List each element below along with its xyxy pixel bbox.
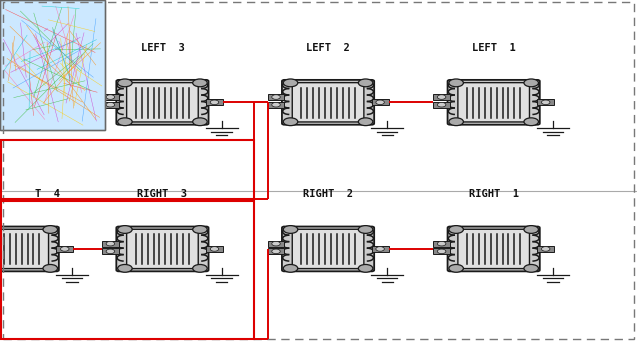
Text: T  4: T 4 [35,190,61,199]
Circle shape [43,265,57,272]
Circle shape [541,100,550,105]
Bar [0,0,105,130]
Circle shape [449,226,464,233]
Bar [371,99,389,105]
Circle shape [272,102,280,107]
Bar [268,94,285,100]
Circle shape [272,249,280,254]
Circle shape [376,100,384,105]
Bar [433,102,450,108]
Bar [1,201,254,339]
Circle shape [438,249,446,254]
Bar [102,241,119,247]
Circle shape [358,226,373,233]
FancyBboxPatch shape [448,80,540,125]
Circle shape [524,118,538,125]
Circle shape [106,249,115,254]
FancyBboxPatch shape [0,229,48,269]
Circle shape [376,247,384,251]
Bar [268,248,285,254]
Circle shape [61,247,69,251]
Circle shape [449,79,464,87]
Circle shape [210,100,218,105]
Circle shape [118,118,132,125]
FancyBboxPatch shape [0,226,59,271]
Circle shape [193,79,207,87]
Text: RIGHT  2: RIGHT 2 [303,190,353,199]
Bar [102,94,119,100]
FancyBboxPatch shape [292,229,364,269]
Circle shape [438,102,446,107]
Circle shape [272,95,280,99]
Circle shape [358,118,373,125]
Circle shape [106,102,115,107]
FancyBboxPatch shape [458,83,529,122]
Circle shape [118,79,132,87]
Bar [371,246,389,252]
Circle shape [106,241,115,246]
Circle shape [210,247,218,251]
Bar [206,246,223,252]
Text: LEFT  3: LEFT 3 [141,43,184,53]
Bar [433,94,450,100]
Bar [102,102,119,108]
Circle shape [118,226,132,233]
Bar [268,241,285,247]
Circle shape [283,265,298,272]
Circle shape [193,118,207,125]
Circle shape [193,265,207,272]
Circle shape [43,226,57,233]
FancyBboxPatch shape [282,226,374,271]
Circle shape [449,118,464,125]
Circle shape [358,79,373,87]
Circle shape [106,95,115,99]
Text: LEFT  1: LEFT 1 [472,43,515,53]
FancyBboxPatch shape [127,83,198,122]
Bar [206,99,223,105]
FancyBboxPatch shape [282,80,374,125]
Text: RIGHT  3: RIGHT 3 [138,190,187,199]
Circle shape [524,265,538,272]
Bar [268,102,285,108]
FancyBboxPatch shape [117,226,208,271]
FancyBboxPatch shape [448,226,540,271]
Bar [537,99,554,105]
Circle shape [283,226,298,233]
Circle shape [541,247,550,251]
FancyBboxPatch shape [127,229,198,269]
FancyBboxPatch shape [292,83,364,122]
Bar [433,241,450,247]
Circle shape [283,118,298,125]
FancyBboxPatch shape [117,80,208,125]
Bar [0,0,105,130]
Circle shape [438,241,446,246]
Bar [102,248,119,254]
Circle shape [524,79,538,87]
Circle shape [358,265,373,272]
Circle shape [118,265,132,272]
Circle shape [193,226,207,233]
FancyBboxPatch shape [458,229,529,269]
Bar [433,248,450,254]
Circle shape [272,241,280,246]
Bar [1,140,254,199]
Bar [56,246,73,252]
Circle shape [524,226,538,233]
Circle shape [283,79,298,87]
Text: RIGHT  1: RIGHT 1 [469,190,519,199]
Circle shape [438,95,446,99]
Text: LEFT  2: LEFT 2 [306,43,350,53]
Circle shape [449,265,464,272]
Bar [537,246,554,252]
